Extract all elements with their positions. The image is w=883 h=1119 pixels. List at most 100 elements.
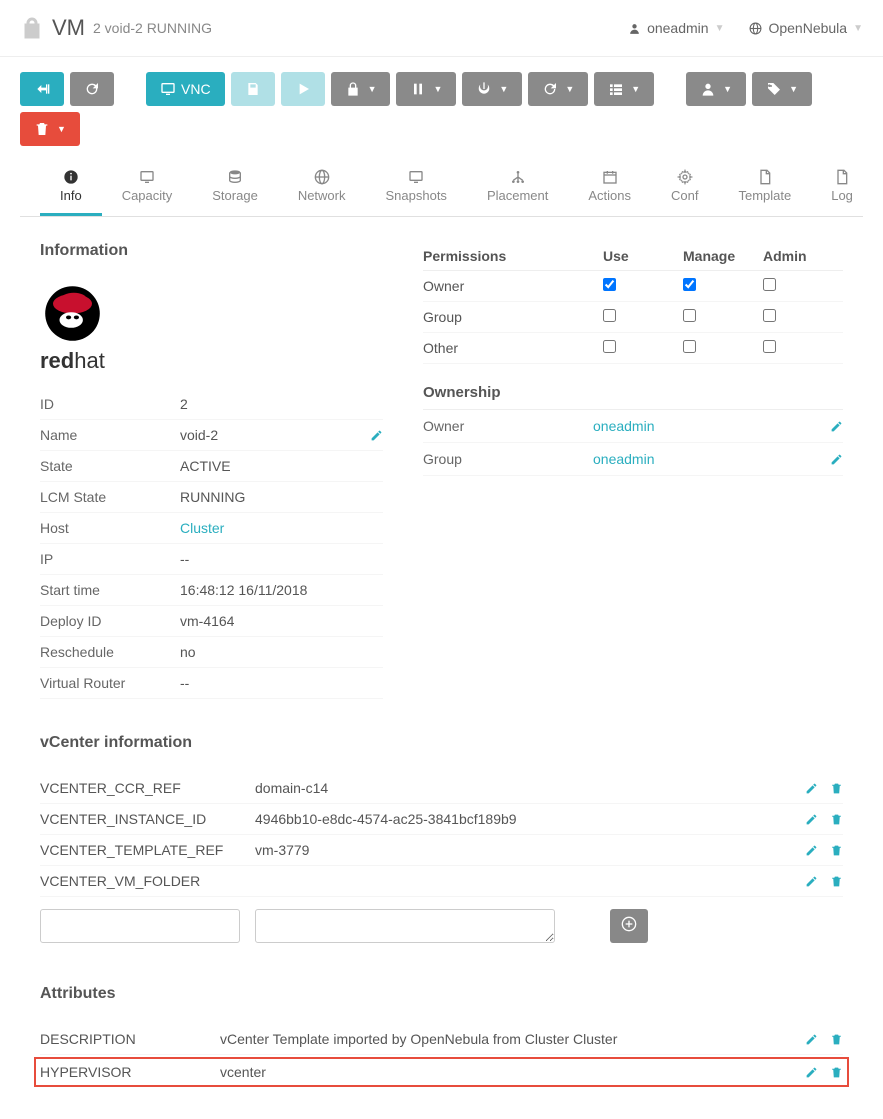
user-name: oneadmin <box>647 20 709 36</box>
tags-dropdown[interactable]: ▼ <box>752 72 812 106</box>
back-button[interactable] <box>20 72 64 106</box>
redhat-text: redhat <box>40 348 105 374</box>
tab-conf[interactable]: Conf <box>651 161 718 216</box>
refresh-button[interactable] <box>70 72 114 106</box>
permissions-header: Permissions Use Manage Admin <box>423 242 843 271</box>
perm-owner-manage[interactable] <box>683 278 696 291</box>
tab-placement[interactable]: Placement <box>467 161 568 216</box>
actions-icon <box>602 169 618 185</box>
permissions-column: Permissions Use Manage Admin Owner Group… <box>423 242 843 699</box>
chevron-down-icon: ▼ <box>715 23 725 34</box>
attributes-title: Attributes <box>40 985 843 1009</box>
vc-row: VCENTER_TEMPLATE_REFvm-3779 <box>40 835 843 866</box>
info-row-ip: IP-- <box>40 544 383 575</box>
edit-icon[interactable] <box>805 782 818 795</box>
info-icon <box>63 169 79 185</box>
pause-dropdown[interactable]: ▼ <box>396 72 456 106</box>
info-row-host: HostCluster <box>40 513 383 544</box>
vc-row: VCENTER_INSTANCE_ID4946bb10-e8dc-4574-ac… <box>40 804 843 835</box>
chown-dropdown[interactable]: ▼ <box>686 72 746 106</box>
edit-icon[interactable] <box>805 1066 818 1079</box>
info-section-title: Information <box>40 242 383 266</box>
snapshots-icon <box>408 169 424 185</box>
conf-icon <box>677 169 693 185</box>
attr-row-highlighted: HYPERVISORvcenter <box>34 1057 849 1087</box>
os-logo: redhat <box>40 281 383 374</box>
info-column: Information redhat ID2 Namevoid-2 StateA… <box>40 242 383 699</box>
perm-group-manage[interactable] <box>683 309 696 322</box>
power-dropdown[interactable]: ▼ <box>462 72 522 106</box>
chevron-down-icon: ▼ <box>853 23 863 34</box>
list-dropdown[interactable]: ▼ <box>594 72 654 106</box>
perm-group-use[interactable] <box>603 309 616 322</box>
trash-icon[interactable] <box>830 844 843 857</box>
tabs: Info Capacity Storage Network Snapshots … <box>20 156 863 217</box>
info-row-start: Start time16:48:12 16/11/2018 <box>40 575 383 606</box>
header-left: VM 2 void-2 RUNNING <box>20 15 628 41</box>
ownership-owner-row: Owner oneadmin <box>423 410 843 443</box>
tab-actions[interactable]: Actions <box>568 161 651 216</box>
attr-row: DESCRIPTIONvCenter Template imported by … <box>40 1024 843 1055</box>
content: Information redhat ID2 Namevoid-2 StateA… <box>0 217 883 724</box>
perm-owner-admin[interactable] <box>763 278 776 291</box>
info-row-lcm: LCM StateRUNNING <box>40 482 383 513</box>
delete-dropdown[interactable]: ▼ <box>20 112 80 146</box>
edit-icon[interactable] <box>805 1033 818 1046</box>
perm-owner-use[interactable] <box>603 278 616 291</box>
add-attr-button[interactable] <box>610 909 648 943</box>
tab-template[interactable]: Template <box>718 161 811 216</box>
save-button[interactable] <box>231 72 275 106</box>
page-subtitle: 2 void-2 RUNNING <box>93 20 212 36</box>
tab-storage[interactable]: Storage <box>192 161 278 216</box>
tab-info[interactable]: Info <box>40 161 102 216</box>
toolbar: VNC ▼ ▼ ▼ ▼ ▼ ▼ ▼ ▼ <box>0 57 883 156</box>
tab-snapshots[interactable]: Snapshots <box>366 161 467 216</box>
capacity-icon <box>139 169 155 185</box>
trash-icon[interactable] <box>830 813 843 826</box>
perm-group-admin[interactable] <box>763 309 776 322</box>
vnc-button[interactable]: VNC <box>146 72 225 106</box>
storage-icon <box>227 169 243 185</box>
tab-capacity[interactable]: Capacity <box>102 161 193 216</box>
vc-row: VCENTER_VM_FOLDER <box>40 866 843 897</box>
lock-dropdown[interactable]: ▼ <box>331 72 391 106</box>
ownership-group-row: Group oneadmin <box>423 443 843 476</box>
edit-icon[interactable] <box>830 453 843 466</box>
info-row-state: StateACTIVE <box>40 451 383 482</box>
trash-icon[interactable] <box>830 875 843 888</box>
perm-other-admin[interactable] <box>763 340 776 353</box>
edit-icon[interactable] <box>370 429 383 442</box>
perm-other-manage[interactable] <box>683 340 696 353</box>
trash-icon[interactable] <box>830 1033 843 1046</box>
network-icon <box>314 169 330 185</box>
edit-icon[interactable] <box>805 813 818 826</box>
tab-network[interactable]: Network <box>278 161 366 216</box>
reboot-dropdown[interactable]: ▼ <box>528 72 588 106</box>
user-icon <box>628 22 641 35</box>
owner-link[interactable]: oneadmin <box>593 418 822 434</box>
attr-value-input[interactable] <box>255 909 555 943</box>
trash-icon[interactable] <box>830 782 843 795</box>
perm-row-other: Other <box>423 333 843 364</box>
group-link[interactable]: oneadmin <box>593 451 822 467</box>
redhat-icon <box>40 281 105 346</box>
attr-add-row <box>40 897 843 955</box>
placement-icon <box>510 169 526 185</box>
zone-menu[interactable]: OpenNebula ▼ <box>749 20 863 36</box>
globe-icon <box>749 22 762 35</box>
trash-icon[interactable] <box>830 1066 843 1079</box>
log-icon <box>834 169 850 185</box>
edit-icon[interactable] <box>805 875 818 888</box>
perm-other-use[interactable] <box>603 340 616 353</box>
user-menu[interactable]: oneadmin ▼ <box>628 20 724 36</box>
attr-key-input[interactable] <box>40 909 240 943</box>
edit-icon[interactable] <box>830 420 843 433</box>
tab-log[interactable]: Log <box>811 161 873 216</box>
page-header: VM 2 void-2 RUNNING oneadmin ▼ OpenNebul… <box>0 0 883 57</box>
edit-icon[interactable] <box>805 844 818 857</box>
perm-row-group: Group <box>423 302 843 333</box>
play-button[interactable] <box>281 72 325 106</box>
ownership-title: Ownership <box>423 374 843 410</box>
host-link[interactable]: Cluster <box>180 520 383 536</box>
template-icon <box>757 169 773 185</box>
